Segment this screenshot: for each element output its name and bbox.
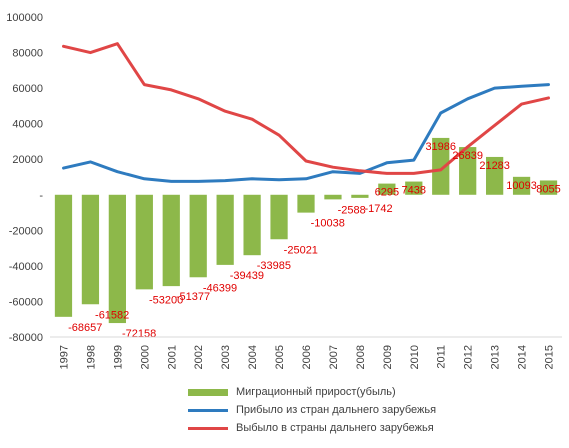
data-label-2015: 8055 bbox=[536, 183, 560, 195]
x-tick-label: 2001 bbox=[166, 345, 178, 369]
x-tick-label: 2005 bbox=[274, 345, 286, 369]
legend-label-arrived: Прибыло из стран дальнего зарубежья bbox=[236, 404, 437, 416]
bar-series bbox=[54, 137, 558, 324]
x-tick-label: 2000 bbox=[139, 345, 151, 369]
data-label-2010: 7438 bbox=[402, 185, 426, 197]
y-tick-label: -40000 bbox=[9, 261, 43, 273]
data-label-2000: -53200 bbox=[149, 294, 183, 306]
legend-swatch-migration bbox=[188, 388, 228, 396]
x-tick-label: 2013 bbox=[490, 345, 502, 369]
x-tick-label: 1998 bbox=[85, 345, 97, 369]
y-tick-label: 100000 bbox=[6, 12, 43, 24]
y-tick-label: - bbox=[39, 190, 43, 202]
data-label-2002: -46399 bbox=[203, 282, 237, 294]
y-axis: 100000 80000 60000 40000 20000 - -20000 -40000 -… bbox=[6, 12, 43, 344]
bar-2002 bbox=[189, 194, 207, 278]
bar-1998 bbox=[81, 194, 100, 305]
data-label-2003: -39439 bbox=[230, 270, 264, 282]
bar-2003 bbox=[216, 194, 234, 265]
data-label-2011: 31986 bbox=[425, 141, 456, 153]
y-tick-label: 20000 bbox=[12, 154, 43, 166]
data-label-2008: -1742 bbox=[365, 203, 393, 215]
bar-1997 bbox=[54, 194, 73, 317]
bar-2005 bbox=[270, 194, 288, 240]
legend: Миграционный прирост(убыль) Прибыло из с… bbox=[188, 383, 436, 437]
legend-label-departed: Выбыло в страны дальнего зарубежья bbox=[236, 422, 434, 434]
x-tick-label: 2008 bbox=[355, 345, 367, 369]
legend-label-migration: Миграционный прирост(убыль) bbox=[236, 386, 396, 398]
y-tick-label: 40000 bbox=[12, 119, 43, 131]
data-label-1999: -72158 bbox=[122, 328, 156, 340]
data-labels: -68657-61582 -72158 -53200-51377-46399-394… bbox=[68, 141, 561, 340]
x-tick-label: 2004 bbox=[247, 345, 259, 369]
bar-2012 bbox=[459, 147, 477, 195]
data-label-2009: 6295 bbox=[375, 187, 399, 199]
y-tick-label: -20000 bbox=[9, 225, 43, 237]
line-arrived bbox=[62, 83, 550, 183]
y-tick-label: 80000 bbox=[12, 48, 43, 60]
data-label-2001: -51377 bbox=[176, 291, 210, 303]
x-tick-label: 2014 bbox=[517, 345, 529, 369]
legend-item-arrived: Прибыло из стран дальнего зарубежья bbox=[188, 401, 436, 419]
legend-swatch-departed bbox=[188, 426, 228, 430]
data-label-2012: 26839 bbox=[452, 150, 483, 162]
data-label-2006: -10038 bbox=[311, 218, 345, 230]
bar-1999 bbox=[108, 194, 126, 324]
bar-2004 bbox=[243, 194, 261, 256]
bar-2011 bbox=[432, 137, 450, 195]
y-tick-label: -80000 bbox=[9, 332, 43, 344]
x-tick-label: 2010 bbox=[409, 345, 421, 369]
legend-swatch-arrived bbox=[188, 408, 228, 412]
x-tick-label: 2002 bbox=[193, 345, 205, 369]
legend-item-migration: Миграционный прирост(убыль) bbox=[188, 383, 436, 401]
bar-2015 bbox=[539, 180, 558, 195]
x-tick-label: 2015 bbox=[544, 345, 556, 369]
data-label-1998: -61582 bbox=[95, 309, 129, 321]
data-label-2013: 21283 bbox=[479, 160, 510, 172]
data-label-2014: 10093 bbox=[506, 180, 537, 192]
bar-2008 bbox=[351, 194, 369, 198]
y-tick-label: 60000 bbox=[12, 83, 43, 95]
data-label-2007: -2588 bbox=[338, 204, 366, 216]
x-tick-label: 2007 bbox=[328, 345, 340, 369]
data-label-2004: -33985 bbox=[257, 260, 291, 272]
bar-2013 bbox=[486, 156, 504, 195]
x-axis: 1997 1998 1999 2000 2001 2002 2003 2004 2005 2006… bbox=[50, 336, 562, 369]
bar-2007 bbox=[324, 194, 342, 200]
x-tick-label: 2011 bbox=[436, 345, 448, 369]
data-label-2005: -25021 bbox=[284, 244, 318, 256]
bar-2006 bbox=[297, 194, 315, 213]
x-tick-label: 1997 bbox=[58, 345, 70, 369]
x-tick-label: 2006 bbox=[301, 345, 313, 369]
line-departed bbox=[62, 42, 550, 175]
x-tick-label: 1999 bbox=[112, 345, 124, 369]
x-tick-label: 2012 bbox=[463, 345, 475, 369]
bar-2014 bbox=[512, 176, 531, 195]
line-series bbox=[62, 42, 550, 183]
bar-2009 bbox=[378, 183, 396, 195]
y-tick-label: -60000 bbox=[9, 296, 43, 308]
bar-2001 bbox=[162, 194, 180, 287]
bar-2000 bbox=[135, 194, 153, 290]
data-label-1997: -68657 bbox=[68, 322, 102, 334]
x-tick-label: 2009 bbox=[382, 345, 394, 369]
x-tick-label: 2003 bbox=[220, 345, 232, 369]
bar-2010 bbox=[405, 181, 423, 195]
legend-item-departed: Выбыло в страны дальнего зарубежья bbox=[188, 419, 436, 437]
